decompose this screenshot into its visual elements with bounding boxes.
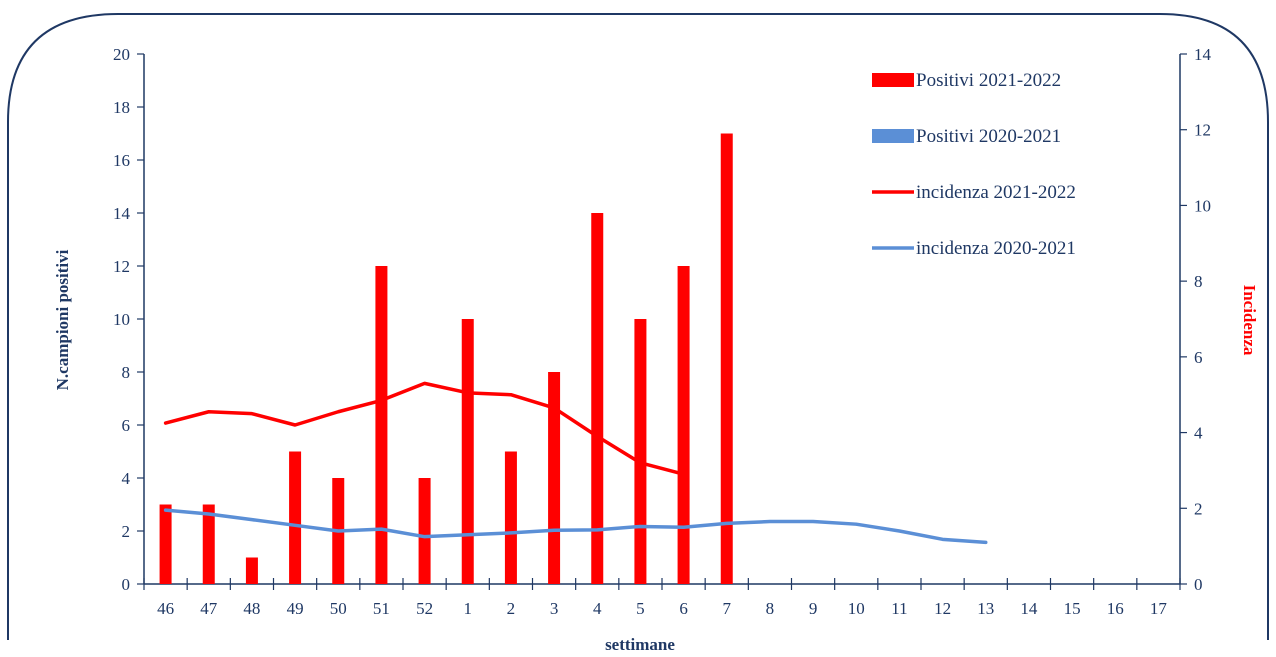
x-tick-label: 6: [679, 599, 688, 618]
y2-tick-label: 0: [1194, 575, 1203, 594]
y-tick-label: 6: [122, 416, 131, 435]
y2-tick-label: 12: [1194, 121, 1211, 140]
series-line: [163, 381, 686, 476]
y-tick-label: 4: [122, 469, 131, 488]
x-tick-label: 9: [809, 599, 818, 618]
x-tick-label: 10: [848, 599, 865, 618]
legend-label: Positivi 2021-2022: [916, 70, 1061, 91]
y-tick-label: 18: [113, 98, 130, 117]
y-tick-label: 2: [122, 522, 131, 541]
x-tick-label: 51: [373, 599, 390, 618]
bar: [461, 319, 474, 584]
y2-tick-label: 14: [1194, 45, 1212, 64]
legend-label: incidenza 2021-2022: [916, 182, 1076, 203]
y-tick-label: 20: [113, 45, 130, 64]
legend-swatch: [872, 73, 914, 87]
bar: [504, 451, 517, 584]
y2-tick-label: 2: [1194, 499, 1203, 518]
y2-tick-label: 10: [1194, 196, 1211, 215]
bar: [634, 319, 647, 584]
bar: [548, 372, 561, 584]
y-axis-title: N.campioni positivi: [53, 249, 72, 390]
x-tick-label: 50: [330, 599, 347, 618]
x-tick-label: 8: [766, 599, 775, 618]
x-tick-label: 12: [934, 599, 951, 618]
x-tick-label: 7: [723, 599, 732, 618]
x-tick-label: 15: [1064, 599, 1081, 618]
bar: [720, 133, 733, 584]
y2-tick-label: 6: [1194, 348, 1203, 367]
x-tick-label: 49: [287, 599, 304, 618]
x-tick-label: 3: [550, 599, 559, 618]
bar: [677, 266, 690, 584]
x-tick-label: 52: [416, 599, 433, 618]
bar: [591, 213, 604, 584]
x-tick-label: 16: [1107, 599, 1124, 618]
legend-swatch: [872, 129, 914, 143]
y-tick-label: 0: [122, 575, 131, 594]
y-tick-label: 12: [113, 257, 130, 276]
y2-tick-label: 8: [1194, 272, 1203, 291]
bar: [375, 266, 388, 584]
bar: [289, 451, 302, 584]
frame-border: [7, 13, 1269, 640]
bar: [418, 478, 431, 584]
x-tick-label: 5: [636, 599, 645, 618]
y-tick-label: 16: [113, 151, 130, 170]
y2-axis-title: Incidenza: [1240, 285, 1259, 356]
y-tick-label: 14: [113, 204, 131, 223]
x-tick-label: 48: [243, 599, 260, 618]
y2-tick-label: 4: [1194, 424, 1203, 443]
x-tick-label: 11: [891, 599, 907, 618]
x-tick-label: 17: [1150, 599, 1168, 618]
x-axis-title: settimane: [605, 635, 675, 654]
x-tick-label: 46: [157, 599, 174, 618]
x-tick-label: 14: [1020, 599, 1038, 618]
series-line: [163, 508, 988, 545]
bar: [245, 557, 258, 584]
x-tick-label: 1: [464, 599, 473, 618]
x-tick-label: 2: [507, 599, 516, 618]
x-tick-label: 13: [977, 599, 994, 618]
y-tick-label: 10: [113, 310, 130, 329]
x-tick-label: 47: [200, 599, 218, 618]
legend-label: incidenza 2020-2021: [916, 238, 1076, 259]
bar: [202, 504, 215, 584]
y-tick-label: 8: [122, 363, 131, 382]
legend-label: Positivi 2020-2021: [916, 126, 1061, 147]
bar: [159, 504, 172, 584]
x-tick-label: 4: [593, 599, 602, 618]
